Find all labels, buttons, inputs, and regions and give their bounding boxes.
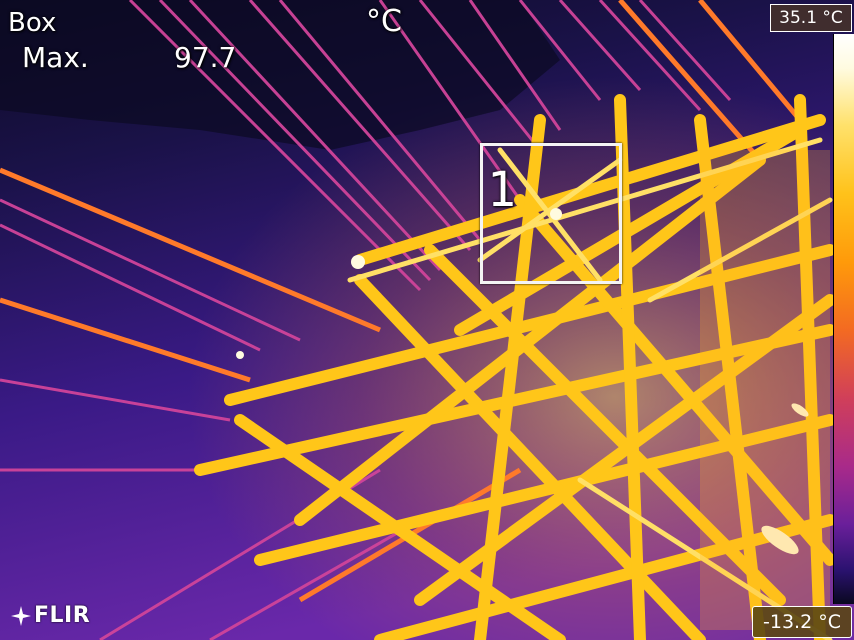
brand-name: FLIR bbox=[34, 603, 91, 628]
measurement-label: Max. bbox=[22, 41, 89, 74]
temperature-unit: °C bbox=[366, 4, 402, 39]
measurement-box[interactable] bbox=[480, 143, 622, 284]
measurement-title: Box bbox=[8, 8, 57, 38]
scale-max-temperature: 35.1 °C bbox=[770, 4, 852, 32]
scale-min-temperature: -13.2 °C bbox=[752, 606, 852, 638]
color-scale-bar bbox=[833, 34, 854, 604]
brand-logo: FLIR bbox=[10, 603, 90, 628]
measurement-box-number: 1 bbox=[487, 162, 516, 218]
measurement-value: 97.7 bbox=[174, 41, 237, 74]
flir-flame-icon bbox=[11, 605, 31, 626]
